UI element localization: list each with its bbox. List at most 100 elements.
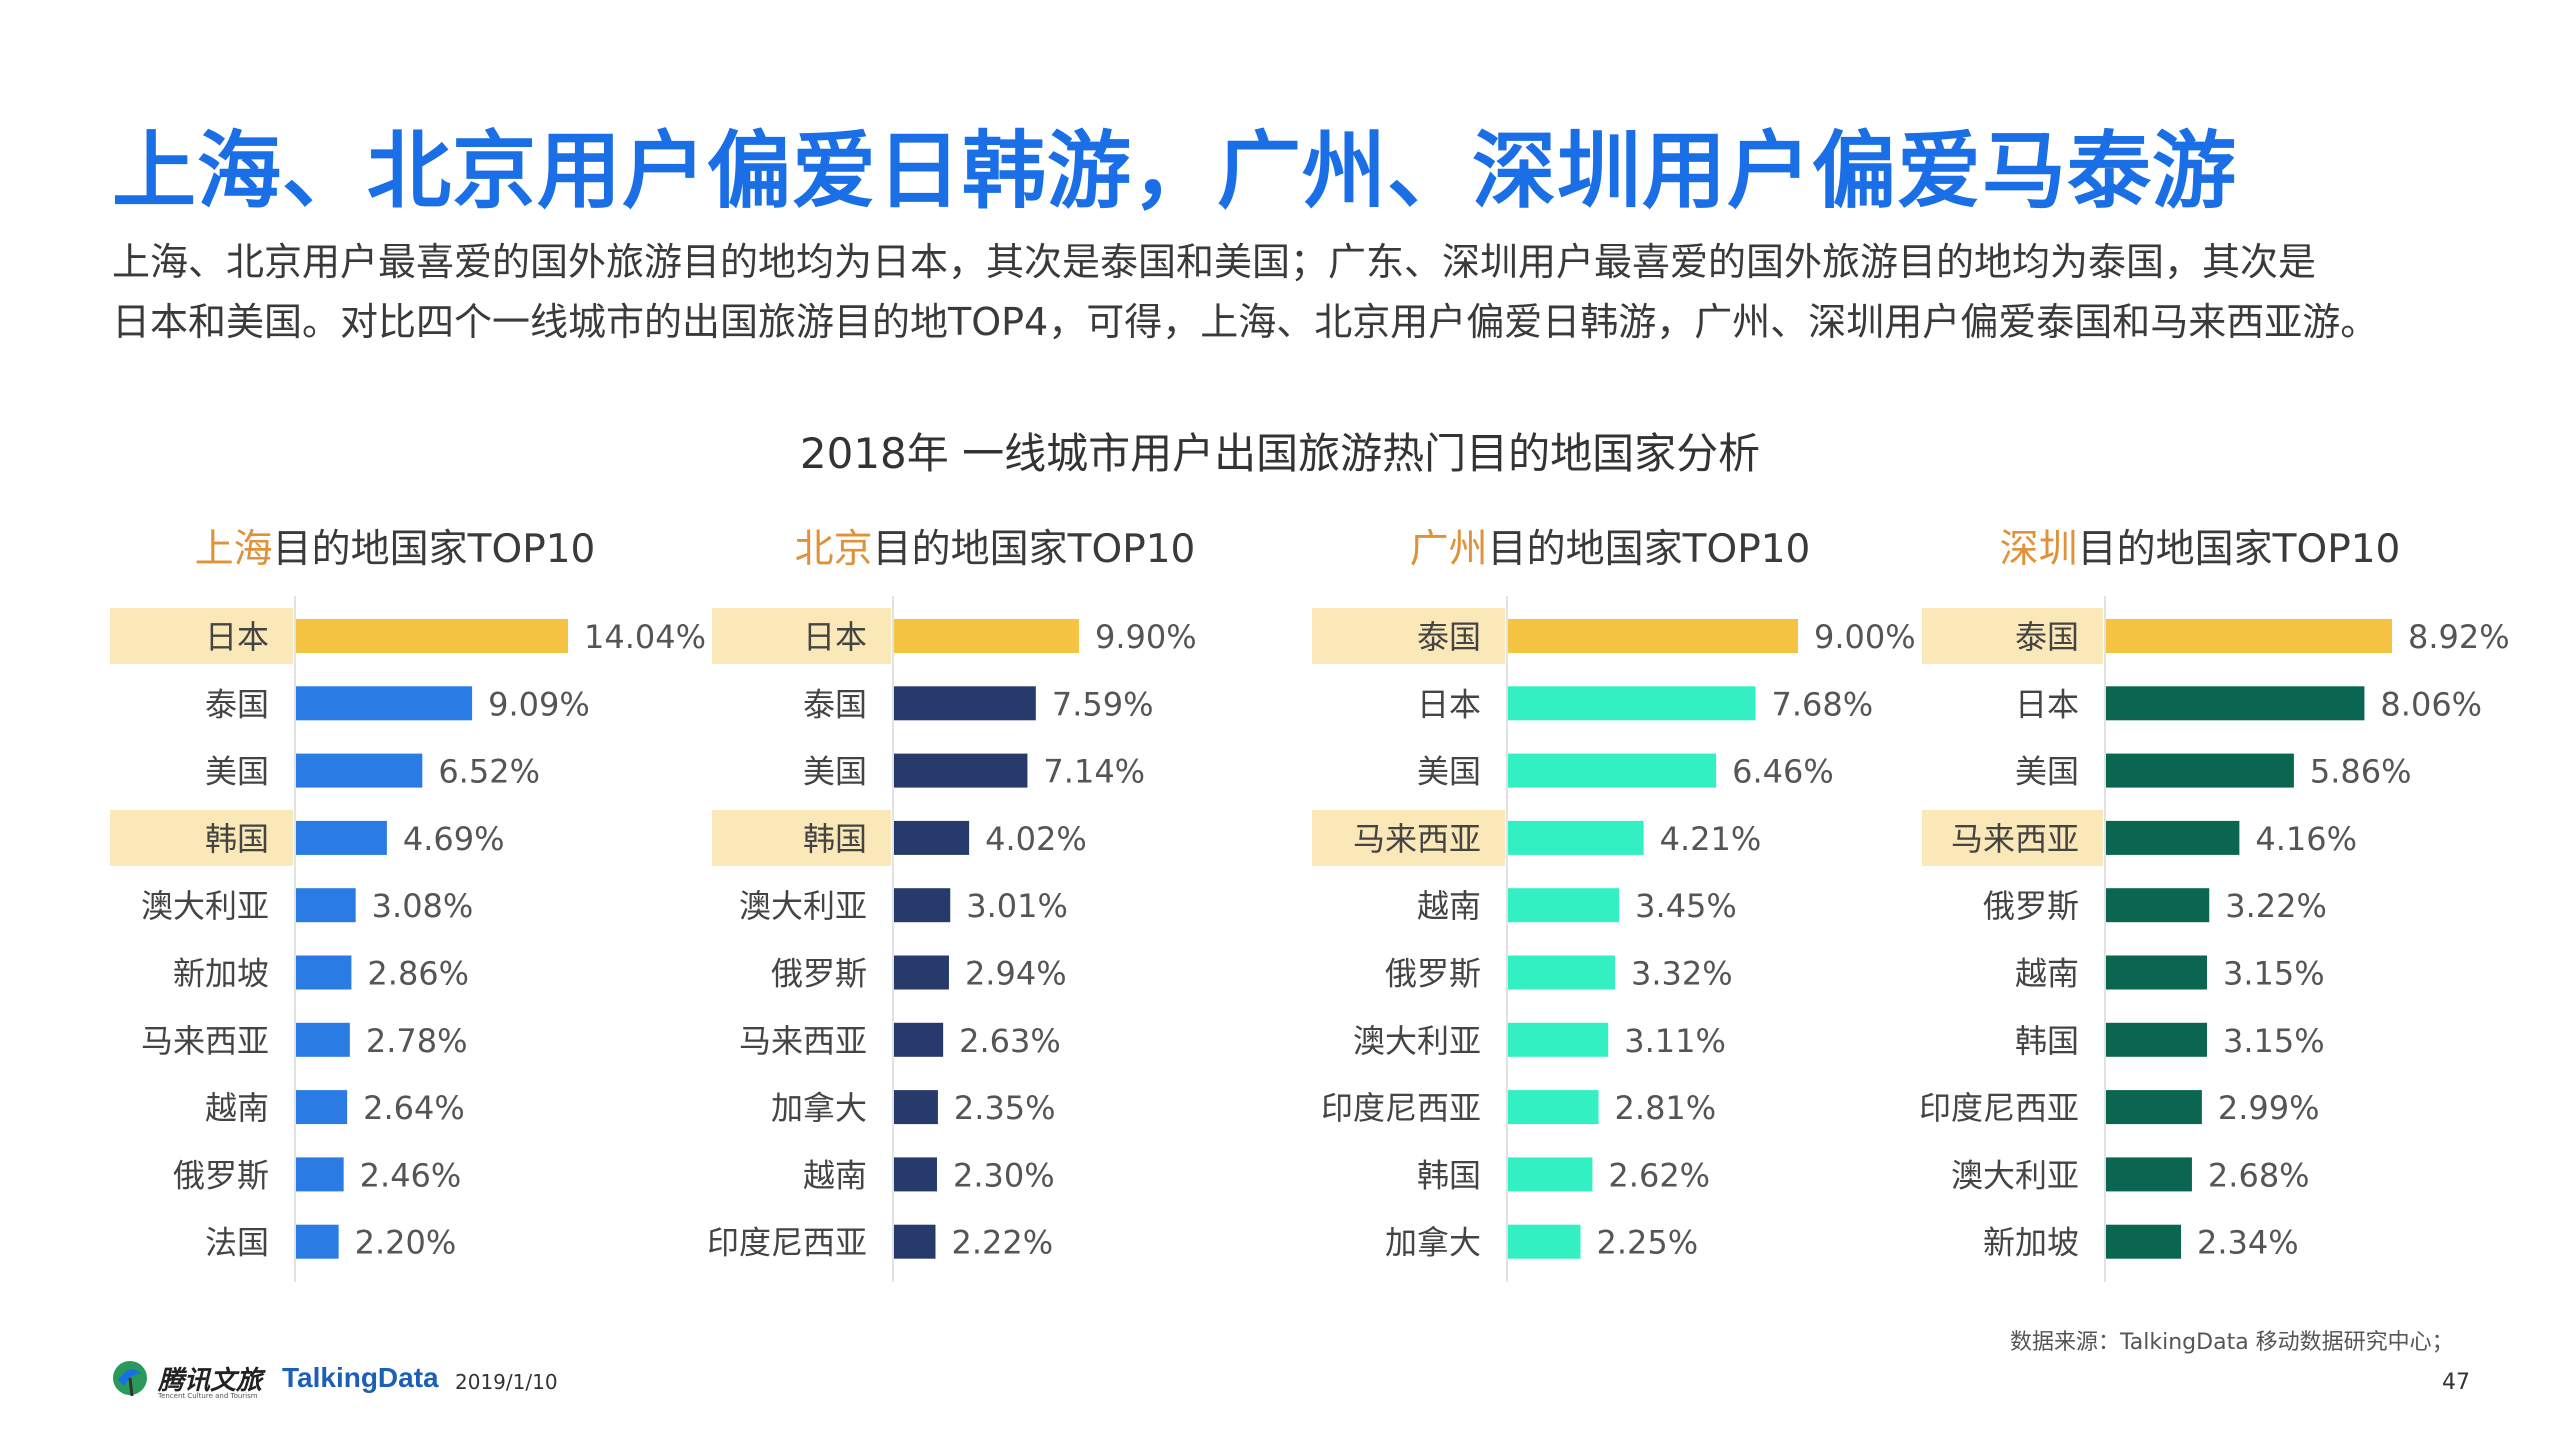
tencent-tourism-logo-icon <box>113 1361 147 1397</box>
category-label-shenzhen: 印度尼西亚 <box>1919 1089 2079 1127</box>
bar-shenzhen <box>2106 1224 2182 1259</box>
category-label-shanghai: 美国 <box>205 753 269 791</box>
category-highlight-guangzhou <box>1312 809 1505 866</box>
category-highlight-guangzhou <box>1312 608 1505 664</box>
category-label-beijing: 澳大利亚 <box>739 887 867 925</box>
value-label-shenzhen: 2.68% <box>2208 1156 2310 1194</box>
value-label-shenzhen: 2.34% <box>2197 1224 2299 1262</box>
bar-shenzhen <box>2106 1022 2207 1057</box>
value-label-shanghai: 2.46% <box>360 1156 462 1194</box>
panel-city-guangzhou: 广州 <box>1409 527 1488 572</box>
panel-suffix-guangzhou: 目的地国家TOP10 <box>1487 527 1811 572</box>
bar-beijing <box>894 619 1079 653</box>
category-label-shenzhen: 美国 <box>2015 753 2079 791</box>
category-highlight-beijing <box>712 809 891 866</box>
bar-shenzhen <box>2106 1090 2202 1125</box>
category-label-beijing: 越南 <box>803 1156 867 1194</box>
value-label-shanghai: 2.86% <box>367 955 469 993</box>
chart-heading: 2018年 一线城市用户出国旅游热门目的地国家分析 <box>799 429 1761 478</box>
bar-shanghai <box>296 1022 350 1057</box>
brand-subtitle: Tencent Culture and Tourism <box>158 1392 258 1400</box>
category-label-beijing: 印度尼西亚 <box>707 1224 867 1262</box>
panel-title-beijing: 北京目的地国家TOP10 <box>710 518 1280 574</box>
bar-guangzhou <box>1508 1090 1599 1125</box>
bar-guangzhou <box>1508 955 1615 990</box>
bar-shanghai <box>296 1090 348 1125</box>
value-label-shenzhen: 5.86% <box>2310 753 2412 791</box>
panel-city-shanghai: 上海 <box>194 527 273 572</box>
bar-guangzhou <box>1508 1022 1609 1057</box>
bar-shenzhen <box>2106 888 2210 923</box>
category-label-shenzhen: 俄罗斯 <box>1983 887 2079 925</box>
category-label-beijing: 泰国 <box>803 685 867 723</box>
category-label-beijing: 韩国 <box>803 820 867 858</box>
category-label-shanghai: 泰国 <box>205 685 269 723</box>
category-label-guangzhou: 加拿大 <box>1385 1224 1481 1262</box>
bar-beijing <box>894 955 949 990</box>
bar-beijing <box>894 686 1036 721</box>
panel-title-shenzhen: 深圳目的地国家TOP10 <box>1920 518 2480 574</box>
category-label-shanghai: 韩国 <box>205 820 269 858</box>
bar-guangzhou <box>1508 1224 1581 1259</box>
value-label-shanghai: 6.52% <box>438 753 540 791</box>
bar-shenzhen <box>2106 686 2365 721</box>
category-highlight-shenzhen <box>1922 809 2103 866</box>
bar-shenzhen <box>2106 619 2392 653</box>
panel-city-beijing: 北京 <box>794 527 873 572</box>
description-line-2: 日本和美国。对比四个一线城市的出国旅游目的地TOP4，可得，上海、北京用户偏爱日… <box>112 300 2379 344</box>
value-label-beijing: 7.14% <box>1043 753 1145 791</box>
value-label-guangzhou: 9.00% <box>1814 618 1916 656</box>
page-number: 47 <box>2442 1370 2470 1395</box>
description-line-1: 上海、北京用户最喜爱的国外旅游目的地均为日本，其次是泰国和美国；广东、深圳用户最… <box>112 240 2317 284</box>
value-label-guangzhou: 3.32% <box>1631 955 1733 993</box>
bar-beijing <box>894 1157 937 1192</box>
category-label-guangzhou: 越南 <box>1417 887 1481 925</box>
value-label-guangzhou: 2.81% <box>1615 1089 1717 1127</box>
value-label-guangzhou: 2.62% <box>1608 1156 1710 1194</box>
value-label-shanghai: 4.69% <box>403 820 505 858</box>
value-label-shanghai: 2.64% <box>363 1089 465 1127</box>
category-highlight-shanghai <box>110 809 293 866</box>
category-label-guangzhou: 印度尼西亚 <box>1321 1089 1481 1127</box>
value-label-beijing: 7.59% <box>1052 685 1154 723</box>
bar-beijing <box>894 820 970 855</box>
bar-beijing <box>894 1022 944 1057</box>
bar-shenzhen <box>2106 955 2207 990</box>
category-label-shanghai: 法国 <box>205 1224 269 1262</box>
bar-guangzhou <box>1508 619 1798 653</box>
value-label-beijing: 9.90% <box>1095 618 1197 656</box>
value-label-beijing: 2.94% <box>965 955 1067 993</box>
page-description: 上海、北京用户最喜爱的国外旅游目的地均为日本，其次是泰国和美国；广东、深圳用户最… <box>112 232 2512 352</box>
category-label-guangzhou: 美国 <box>1417 753 1481 791</box>
report-date: 2019/1/10 <box>455 1370 558 1394</box>
bar-guangzhou <box>1508 753 1717 788</box>
data-source: 数据来源：TalkingData 移动数据研究中心； <box>2010 1330 2454 1355</box>
category-label-beijing: 马来西亚 <box>739 1022 867 1060</box>
bar-beijing <box>894 1224 936 1259</box>
bar-shanghai <box>296 1157 344 1192</box>
category-label-beijing: 美国 <box>803 753 867 791</box>
category-highlight-shanghai <box>110 608 293 664</box>
value-label-guangzhou: 7.68% <box>1771 685 1873 723</box>
category-label-shanghai: 俄罗斯 <box>173 1156 269 1194</box>
value-label-shenzhen: 2.99% <box>2218 1089 2320 1127</box>
category-label-shenzhen: 新加坡 <box>1983 1224 2079 1262</box>
category-label-shenzhen: 澳大利亚 <box>1951 1156 2079 1194</box>
category-label-shenzhen: 马来西亚 <box>1951 820 2079 858</box>
value-label-beijing: 4.02% <box>985 820 1087 858</box>
category-highlight-beijing <box>712 608 891 664</box>
brand-name: 腾讯文旅 <box>158 1366 263 1396</box>
category-label-shanghai: 日本 <box>205 618 269 656</box>
bar-shanghai <box>296 1224 339 1259</box>
category-label-shanghai: 越南 <box>205 1089 269 1127</box>
category-label-beijing: 俄罗斯 <box>771 955 867 993</box>
value-label-guangzhou: 4.21% <box>1660 820 1762 858</box>
page-title: 上海、北京用户偏爱日韩游，广州、深圳用户偏爱马泰游 <box>112 122 2238 220</box>
bar-guangzhou <box>1508 820 1644 855</box>
category-label-shanghai: 澳大利亚 <box>141 887 269 925</box>
category-label-shenzhen: 日本 <box>2015 685 2079 723</box>
bar-shanghai <box>296 686 473 721</box>
panel-suffix-shenzhen: 目的地国家TOP10 <box>2077 527 2401 572</box>
category-label-beijing: 加拿大 <box>771 1089 867 1127</box>
